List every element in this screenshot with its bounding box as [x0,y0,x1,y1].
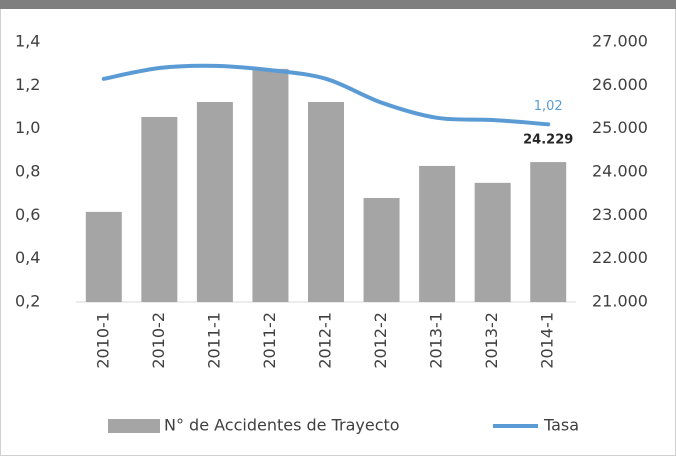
bar [85,211,122,302]
y-tick-label: 0,6 [15,205,40,224]
y2-tick-label: 24.000 [592,162,648,181]
x-tick-label: 2010-1 [93,312,112,369]
y-tick-label: 1,0 [15,118,40,137]
bar [252,68,289,302]
bar-value-label: 24.229 [523,133,573,148]
x-tick-label: 2013-1 [427,312,446,369]
y2-tick-label: 26.000 [592,75,648,94]
bar [141,116,178,302]
x-tick-label: 2011-2 [260,312,279,369]
legend-label: Tasa [543,416,579,435]
legend-label: N° de Accidentes de Trayecto [164,416,400,435]
y2-tick-label: 25.000 [592,118,648,137]
x-tick-label: 2012-1 [316,312,335,369]
y-tick-label: 0,8 [15,162,40,181]
y2-tick-label: 23.000 [592,205,648,224]
bar [308,102,344,303]
bar [474,182,511,302]
line-value-label: 1,02 [534,99,563,114]
bar [419,165,456,302]
bar [530,162,567,302]
x-tick-label: 2010-2 [149,312,168,369]
x-tick-label: 2013-2 [482,312,501,369]
y-tick-label: 0,4 [15,248,40,267]
y2-tick-label: 21.000 [592,292,648,311]
y-tick-label: 1,2 [15,75,40,94]
bar [363,198,400,302]
y-tick-label: 1,4 [15,32,40,51]
bar [196,102,233,303]
line [101,63,551,127]
header-band [0,0,676,9]
x-tick-label: 2012-2 [371,312,390,369]
x-tick-label: 2014-1 [538,312,557,369]
x-tick-label: 2011-1 [204,312,223,369]
legend-swatch [108,419,160,433]
y-tick-label: 0,2 [15,292,40,311]
y2-tick-label: 22.000 [592,248,648,267]
y2-tick-label: 27.000 [592,32,648,51]
